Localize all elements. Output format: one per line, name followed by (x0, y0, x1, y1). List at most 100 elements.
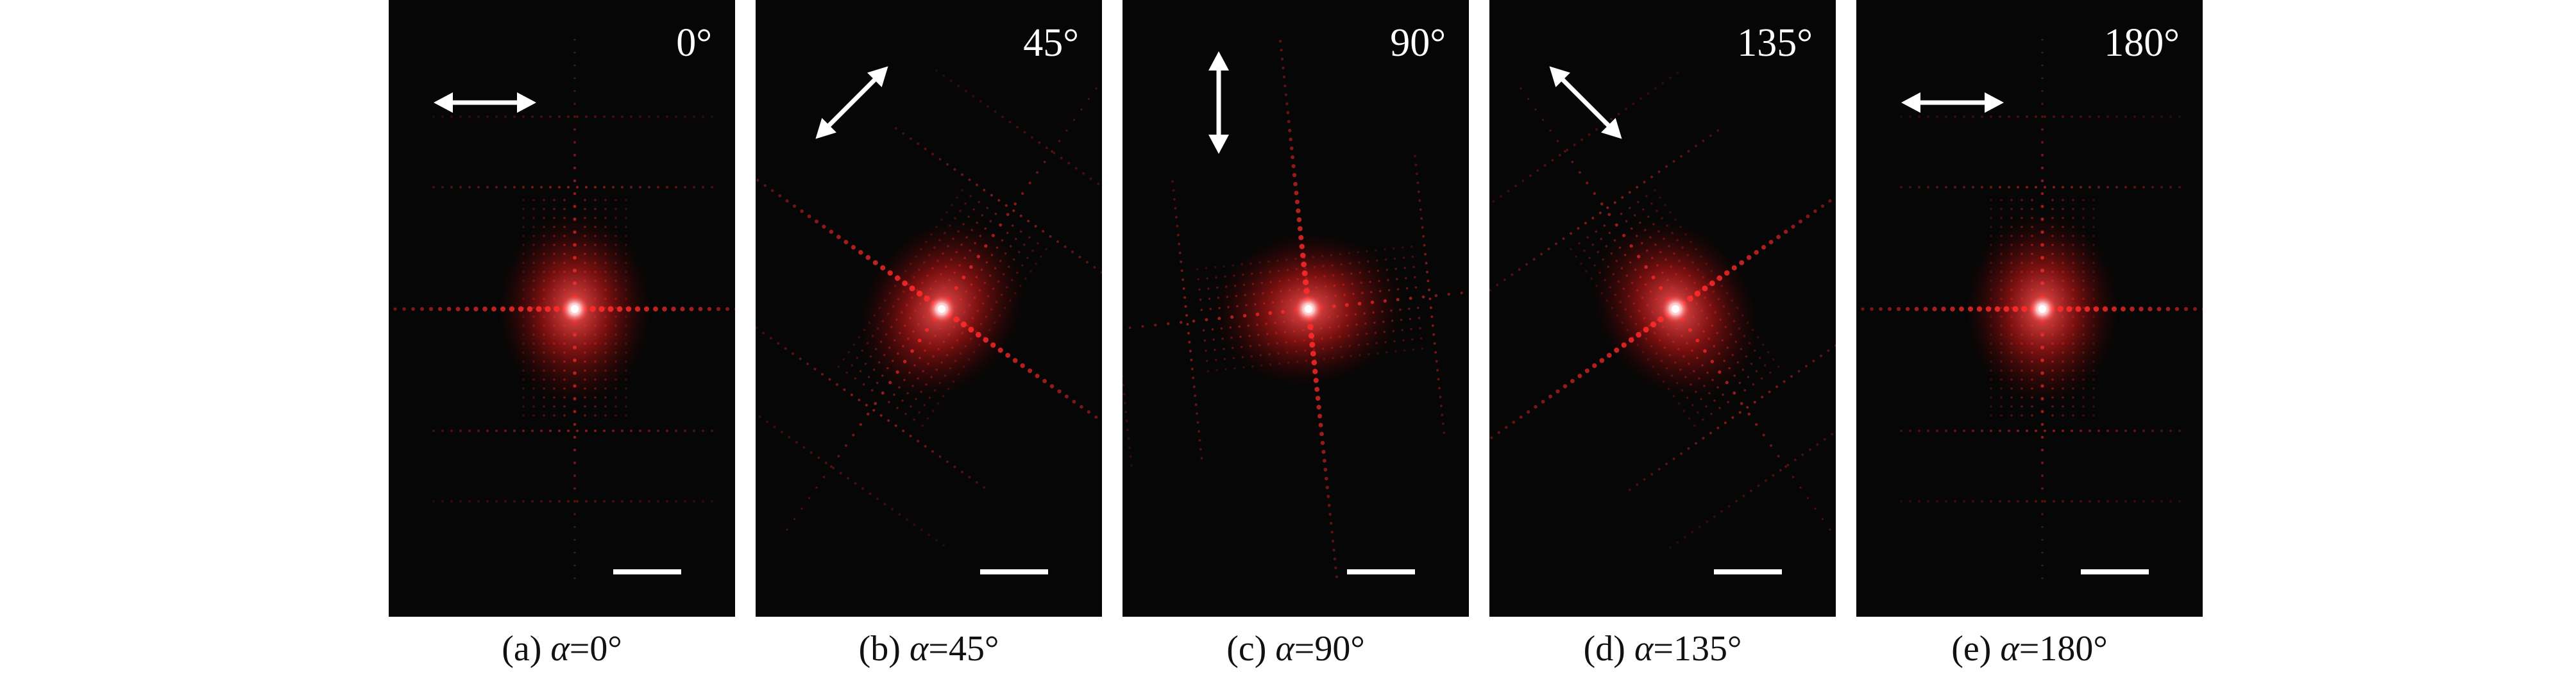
diffraction-dot (845, 371, 849, 374)
diffraction-dot (573, 256, 577, 260)
diffraction-dot (952, 380, 955, 383)
diffraction-dot (522, 288, 525, 291)
diffraction-dot (594, 342, 597, 345)
diffraction-dot (563, 288, 566, 291)
diffraction-dot (563, 333, 566, 336)
diffraction-dot (1178, 251, 1182, 255)
diffraction-dot (2040, 230, 2044, 234)
diffraction-dot (1981, 430, 1983, 432)
diffraction-dot (1999, 186, 2001, 188)
diffraction-dot (2092, 351, 2095, 354)
diffraction-dot (450, 500, 453, 503)
diffraction-dot (1586, 236, 1589, 239)
diffraction-dot (2051, 360, 2054, 363)
diffraction-dot (1042, 230, 1045, 233)
diffraction-dot (815, 219, 819, 224)
diffraction-dot (1350, 272, 1353, 275)
diffraction-dot (543, 208, 545, 210)
diffraction-dot (1687, 296, 1693, 302)
diffraction-dot (1259, 354, 1262, 357)
diffraction-dot (1278, 40, 1282, 43)
diffraction-dot (2080, 500, 2082, 503)
diffraction-dot (1761, 396, 1764, 399)
diffraction-dot (1366, 342, 1369, 346)
diffraction-dot (1258, 261, 1261, 264)
diffraction-dot (1198, 288, 1201, 291)
diffraction-dot (1377, 352, 1379, 355)
diffraction-dot (1200, 308, 1203, 312)
diffraction-dot (2111, 306, 2117, 312)
diffraction-dot (2051, 387, 2054, 390)
diffraction-dot (1375, 342, 1378, 344)
diffraction-dot (1793, 458, 1797, 462)
diffraction-dot (924, 147, 927, 151)
diffraction-dot (2062, 262, 2064, 264)
diffraction-dot (960, 173, 963, 176)
diffraction-dot (1074, 167, 1078, 170)
diffraction-dot (1645, 337, 1648, 340)
diffraction-dot (1696, 356, 1699, 360)
diffraction-dot (573, 166, 577, 170)
diffraction-dot (468, 430, 471, 432)
diffraction-dot (657, 500, 659, 503)
diffraction-dot (639, 186, 641, 188)
diffraction-dot (1282, 75, 1286, 79)
diffraction-dot (762, 331, 765, 335)
diffraction-dot (2031, 244, 2033, 246)
diffraction-dot (584, 387, 586, 390)
diffraction-dot (2040, 243, 2044, 247)
diffraction-dot (614, 262, 617, 264)
diffraction-dot (1675, 381, 1679, 385)
diffraction-dot (1743, 389, 1747, 392)
diffraction-dot (1677, 402, 1681, 405)
diffraction-dot (625, 324, 627, 327)
diffraction-dot (1297, 226, 1303, 231)
diffraction-dot (1990, 387, 1992, 390)
diffraction-dot (1927, 430, 1929, 432)
diffraction-dot (1713, 345, 1715, 347)
diffraction-dot (1918, 115, 1920, 118)
scale-bar (980, 569, 1048, 574)
diffraction-dot (957, 230, 960, 233)
diffraction-dot (1492, 200, 1495, 203)
diffraction-dot (2062, 414, 2064, 417)
diffraction-dot (1702, 139, 1705, 142)
diffraction-dot (2041, 38, 2044, 41)
diffraction-dot (758, 415, 761, 418)
diffraction-dot (1600, 237, 1603, 240)
diffraction-dot (2000, 262, 2003, 264)
diffraction-dot (2031, 405, 2033, 408)
diffraction-dot (910, 349, 914, 353)
diffraction-dot (2115, 430, 2118, 432)
diffraction-dot (2062, 199, 2064, 201)
diffraction-dot (1359, 354, 1361, 356)
diffraction-dot (553, 235, 555, 237)
diffraction-dot (1003, 306, 1006, 310)
diffraction-dot (1322, 265, 1325, 268)
diffraction-dot (871, 335, 874, 337)
diffraction-dot (522, 253, 525, 255)
diffraction-dot (1035, 373, 1040, 378)
diffraction-dot (1708, 392, 1711, 395)
diffraction-dot (1319, 327, 1323, 330)
diffraction-dot (839, 472, 842, 475)
diffraction-dot (1507, 190, 1510, 193)
diffraction-dot (532, 387, 535, 390)
diffraction-dot (1330, 336, 1332, 339)
diffraction-dot (2010, 288, 2013, 291)
diffraction-dot (702, 430, 704, 432)
diffraction-dot (1123, 374, 1124, 378)
diffraction-dot (1191, 367, 1194, 371)
diffraction-dot (1268, 271, 1271, 273)
diffraction-dot (1636, 343, 1640, 346)
diffraction-dot (2062, 186, 2064, 188)
diffraction-dot (2021, 226, 2023, 228)
diffraction-dot (1672, 340, 1675, 343)
diffraction-dot (976, 255, 981, 258)
diffraction-dot (1249, 344, 1252, 347)
diffraction-dot (482, 306, 487, 312)
diffraction-dot (1277, 269, 1280, 272)
diffraction-dot (543, 253, 545, 255)
diffraction-dot (2092, 217, 2095, 219)
diffraction-dot (2160, 430, 2163, 432)
